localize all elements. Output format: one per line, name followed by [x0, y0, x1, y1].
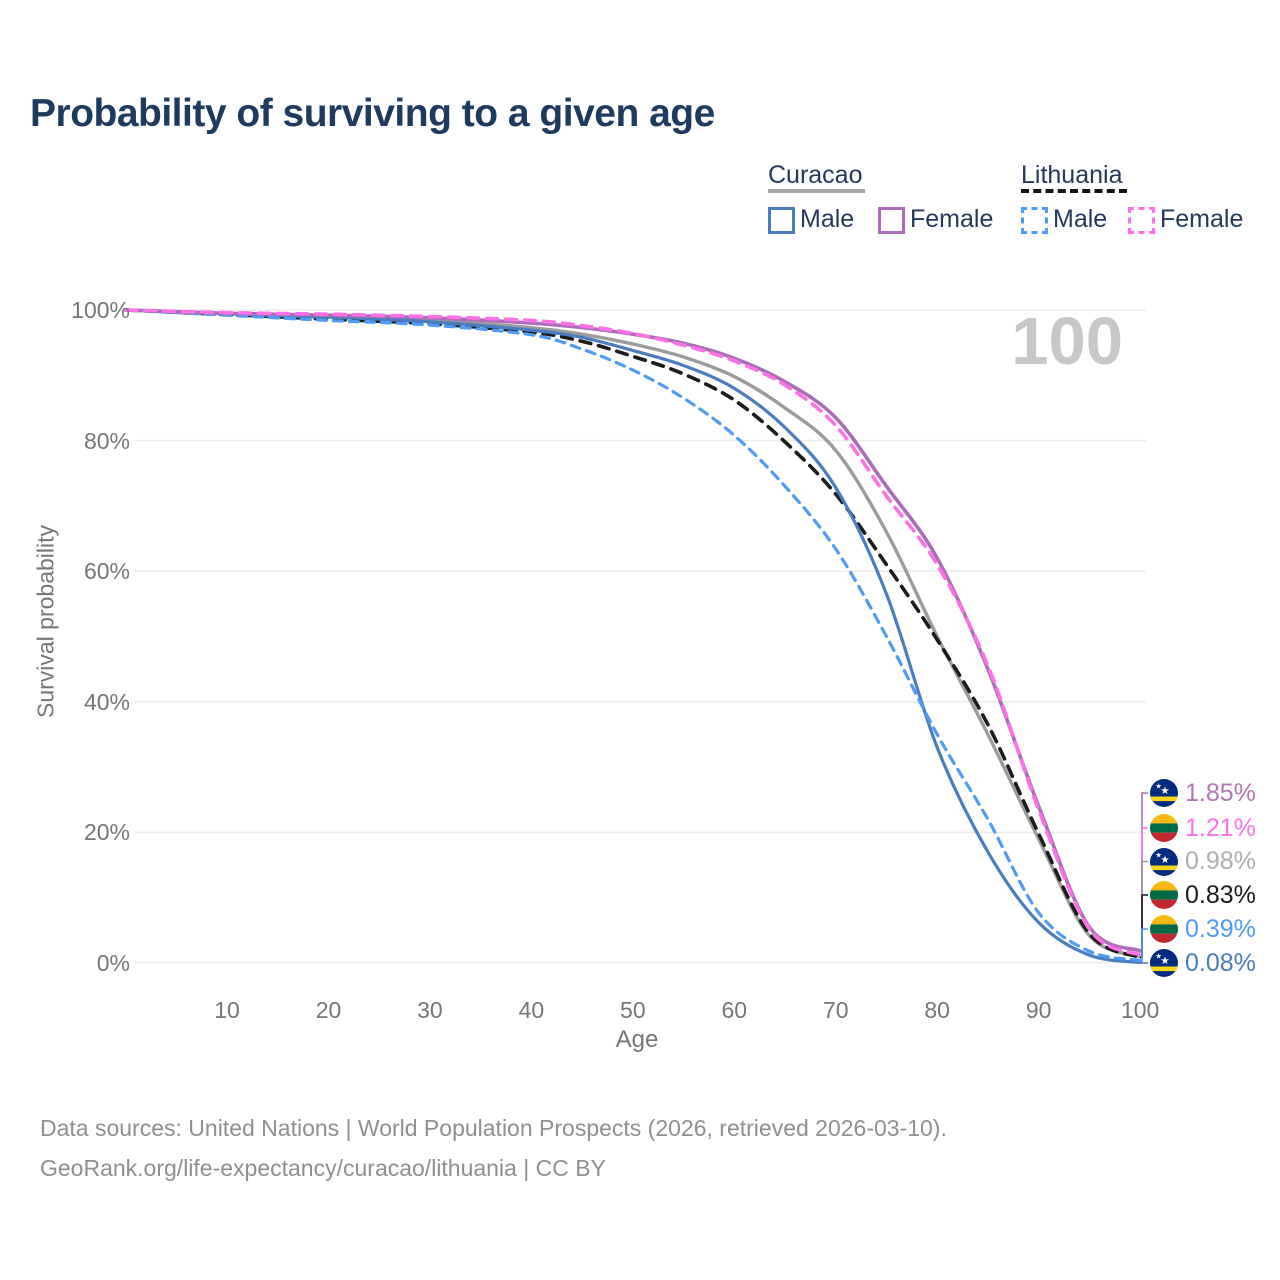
- y-tick-label: 100%: [71, 297, 130, 323]
- x-tick-label: 20: [315, 997, 342, 1023]
- lithuania-flag-icon: [1150, 881, 1178, 909]
- x-tick-label: 90: [1025, 997, 1052, 1023]
- curve-lithuania-total: [123, 308, 1142, 960]
- end-label-connector: [1140, 961, 1148, 964]
- curve-lithuania-female: [123, 308, 1142, 957]
- end-label-value: 0.83%: [1185, 880, 1256, 909]
- end-label-connector: [1140, 928, 1148, 962]
- curacao-flag-icon: ★ ★: [1150, 949, 1178, 977]
- y-tick-label: 20%: [83, 819, 130, 846]
- y-tick-label: 0%: [96, 949, 130, 976]
- lithuania-male-swatch-icon[interactable]: [1021, 207, 1048, 234]
- end-label-value: 0.08%: [1185, 948, 1256, 977]
- legend-label-lithuania-female[interactable]: Female: [1160, 205, 1244, 233]
- curacao-male-swatch-icon[interactable]: [768, 207, 795, 234]
- curacao-solid-line-swatch: [768, 189, 865, 193]
- legend-label-lithuania-male[interactable]: Male: [1053, 205, 1108, 233]
- end-label-lithuania-total: 0.83%: [1150, 881, 1256, 909]
- end-label-curacao-male: ★ ★ 0.08%: [1150, 949, 1256, 977]
- legend-country-lithuania: Lithuania: [1021, 161, 1123, 189]
- x-tick-label: 80: [924, 997, 950, 1023]
- svg-text:★: ★: [1155, 850, 1162, 859]
- svg-text:★: ★: [1160, 785, 1170, 797]
- page-title: Probability of surviving to a given age: [30, 92, 715, 135]
- svg-text:★: ★: [1160, 955, 1170, 967]
- lithuania-dashed-line-swatch: [1021, 189, 1127, 193]
- x-tick-label: 10: [214, 997, 240, 1023]
- curacao-flag-icon: ★ ★: [1150, 779, 1178, 807]
- data-source-line1: Data sources: United Nations | World Pop…: [40, 1115, 947, 1141]
- end-label-curacao-total: ★ ★ 0.98%: [1150, 847, 1256, 876]
- svg-text:★: ★: [1160, 854, 1170, 866]
- lithuania-female-swatch-icon[interactable]: [1128, 207, 1155, 234]
- curve-curacao-total: [123, 308, 1142, 959]
- end-label-lithuania-female: 1.21%: [1150, 814, 1256, 842]
- svg-text:★: ★: [1155, 952, 1162, 961]
- x-tick-label: 40: [518, 997, 545, 1023]
- end-label-value: 1.85%: [1185, 778, 1256, 807]
- curve-lithuania-male: [124, 308, 1142, 963]
- end-label-value: 0.98%: [1185, 847, 1256, 875]
- x-tick-label: 70: [822, 997, 849, 1023]
- curve-curacao-male: [124, 308, 1142, 965]
- end-label-lithuania-male: 0.39%: [1150, 915, 1256, 943]
- x-tick-label: 50: [620, 997, 646, 1023]
- lithuania-flag-icon: [1150, 915, 1178, 943]
- x-axis-title: Age: [615, 1026, 659, 1053]
- y-tick-label: 40%: [83, 688, 130, 715]
- end-label-curacao-female: ★ ★ 1.85%: [1150, 779, 1256, 807]
- age-counter-watermark: 100: [1011, 304, 1123, 379]
- svg-text:★: ★: [1155, 782, 1162, 791]
- x-tick-label: 60: [721, 997, 748, 1023]
- end-label-value: 0.39%: [1185, 914, 1256, 943]
- end-label-value: 1.21%: [1185, 813, 1256, 842]
- lithuania-flag-icon: [1150, 814, 1178, 842]
- curacao-female-swatch-icon[interactable]: [878, 207, 905, 234]
- legend-country-curacao: Curacao: [768, 161, 863, 189]
- data-source-note: Data sources: United Nations | World Pop…: [40, 1108, 947, 1188]
- legend-label-curacao-female[interactable]: Female: [910, 205, 994, 233]
- x-tick-label: 100: [1120, 997, 1160, 1023]
- x-tick-label: 30: [417, 997, 443, 1023]
- data-source-line2: GeoRank.org/life-expectancy/curacao/lith…: [40, 1155, 606, 1181]
- y-tick-label: 60%: [83, 558, 130, 585]
- y-tick-label: 80%: [83, 427, 130, 454]
- curacao-flag-icon: ★ ★: [1150, 847, 1178, 876]
- end-label-connector: [1140, 894, 1148, 959]
- legend-label-curacao-male[interactable]: Male: [800, 205, 855, 233]
